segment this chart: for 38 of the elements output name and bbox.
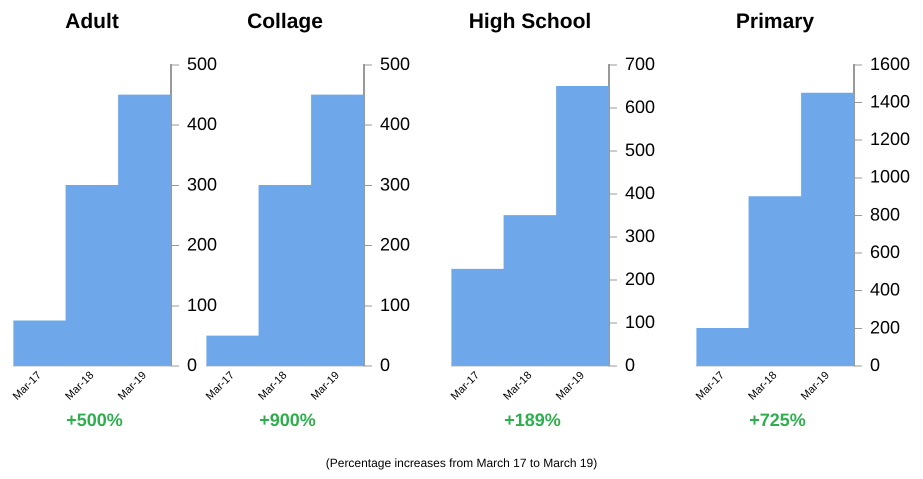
y-tick-label: 600 xyxy=(870,242,900,262)
y-tick-label: 800 xyxy=(870,204,900,224)
y-tick-label: 200 xyxy=(870,317,900,338)
y-tick-label: 300 xyxy=(380,174,410,194)
y-tick-label: 1400 xyxy=(870,91,910,112)
text: +500% xyxy=(65,410,124,431)
y-tick-label: 100 xyxy=(186,294,218,315)
y-tick-label: 0 xyxy=(870,355,880,375)
y-tick-label: 300 xyxy=(624,226,656,246)
y-tick-label: 300 xyxy=(186,174,218,194)
y-tick-label: 1200 xyxy=(870,129,910,150)
y-tick-label: 100 xyxy=(380,294,410,315)
y-tick-label: 0 xyxy=(380,355,390,375)
y-tick-label: 1600 xyxy=(870,54,910,74)
y-tick-label: 100 xyxy=(624,312,656,332)
y-tick-label: 200 xyxy=(380,234,410,255)
text: (Percentage increases from March 17 to March 19) xyxy=(324,456,598,470)
y-tick-label: 500 xyxy=(624,140,656,160)
y-tick-label: 400 xyxy=(624,182,656,203)
y-tick-label: 0 xyxy=(186,355,197,375)
y-tick-label: 500 xyxy=(380,54,410,74)
chart-title: Primary xyxy=(734,10,816,34)
chart-title: Collage xyxy=(246,10,324,34)
y-tick-label: 200 xyxy=(624,268,656,289)
chart-title: Adult xyxy=(64,10,120,34)
text: +189% xyxy=(503,410,562,431)
y-tick-label: 500 xyxy=(186,54,218,74)
y-tick-label: 600 xyxy=(624,96,656,117)
y-tick-label: 200 xyxy=(186,234,218,255)
y-tick-label: 700 xyxy=(624,54,656,74)
y-tick-label: 0 xyxy=(624,355,635,375)
chart-title: High School xyxy=(468,10,592,34)
y-tick-label: 400 xyxy=(186,114,218,134)
y-tick-label: 400 xyxy=(870,280,900,300)
y-tick-label: 1000 xyxy=(870,166,910,187)
y-tick-label: 400 xyxy=(380,114,410,134)
text: +900% xyxy=(258,410,317,431)
text: +725% xyxy=(748,410,807,431)
